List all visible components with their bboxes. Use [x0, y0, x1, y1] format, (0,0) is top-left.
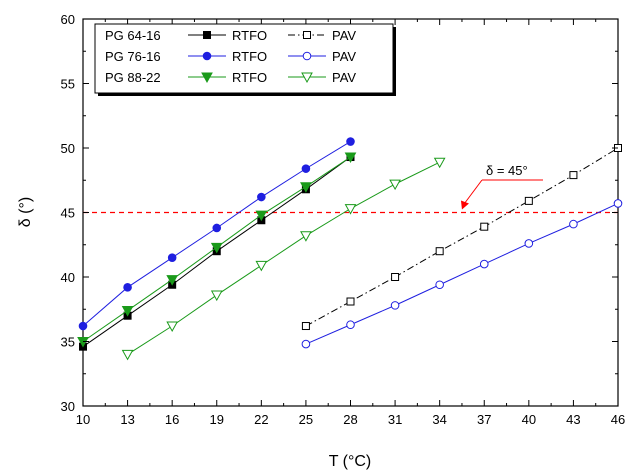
- x-tick-label: 13: [120, 412, 134, 427]
- series-pg88-22-rtfo: [77, 152, 357, 348]
- x-tick-label: 10: [76, 412, 90, 427]
- annotation: δ = 45°: [460, 163, 543, 210]
- data-point: [346, 297, 355, 306]
- legend-binder-label: PG 64-16: [105, 28, 161, 43]
- data-point: [390, 301, 400, 310]
- x-tick-label: 19: [210, 412, 224, 427]
- data-point: [346, 320, 355, 330]
- data-point: [435, 280, 444, 290]
- x-tick-label: 28: [343, 412, 357, 427]
- series-line: [127, 161, 440, 355]
- data-point: [167, 253, 177, 262]
- x-tick-label: 37: [477, 412, 491, 427]
- data-point: [346, 137, 355, 146]
- data-point: [203, 31, 211, 39]
- legend-row: PG 88-22 RTFO PAV: [105, 70, 356, 85]
- data-point: [166, 275, 179, 286]
- x-tick-label: 46: [611, 412, 625, 427]
- data-point: [389, 179, 401, 191]
- data-point: [301, 339, 311, 349]
- data-point: [301, 322, 310, 331]
- x-tick-label: 25: [299, 412, 313, 427]
- legend-pav-label: PAV: [332, 70, 356, 85]
- data-point: [435, 247, 444, 256]
- legend-box: [94, 23, 394, 94]
- series-pg88-22-pav: [121, 157, 446, 361]
- data-point: [303, 31, 311, 39]
- data-point: [166, 321, 179, 333]
- legend-rtfo-label: RTFO: [232, 49, 267, 64]
- data-point: [210, 242, 223, 254]
- legend-rtfo-label: RTFO: [232, 28, 267, 43]
- axes: 10 13 16 19 22 25 28 31 34 37 40 43 46 30 35 40 45 50 55 60: [61, 12, 626, 427]
- annotation-label: δ = 45°: [486, 163, 528, 178]
- data-point: [391, 273, 400, 281]
- data-point: [480, 222, 489, 231]
- annotation-leader: [462, 179, 483, 206]
- data-point: [302, 51, 312, 61]
- legend-rtfo-label: RTFO: [232, 70, 267, 85]
- data-point: [121, 306, 134, 317]
- x-tick-label: 40: [522, 412, 536, 427]
- legend-binder-label: PG 76-16: [105, 49, 161, 64]
- y-tick-label: 45: [61, 206, 75, 221]
- legend-row: PG 76-16 RTFO PAV: [105, 49, 356, 64]
- data-point: [301, 164, 311, 173]
- data-point: [202, 51, 212, 61]
- data-point: [121, 349, 134, 361]
- legend-pav-label: PAV: [332, 28, 356, 43]
- series-layer: [77, 137, 623, 361]
- x-tick-label: 22: [254, 412, 268, 427]
- data-point: [569, 171, 578, 180]
- data-point: [201, 72, 213, 84]
- y-tick-label: 40: [61, 270, 75, 285]
- data-point: [300, 182, 312, 193]
- data-point: [344, 204, 357, 215]
- series-pg64-16-pav: [301, 144, 622, 331]
- x-axis-title: T (°C): [329, 453, 372, 470]
- arrow-head-icon: [460, 200, 469, 210]
- y-tick-label: 55: [61, 77, 75, 92]
- x-tick-label: 43: [566, 412, 580, 427]
- data-point: [255, 260, 268, 272]
- series-line: [305, 203, 619, 345]
- legend-row: PG 64-16 RTFO PAV: [105, 28, 356, 43]
- legend-binder-label: PG 88-22: [105, 70, 161, 85]
- legend-pav-label: PAV: [332, 49, 356, 64]
- data-point: [524, 239, 534, 248]
- data-point: [210, 290, 223, 302]
- data-point: [78, 321, 88, 331]
- series-line: [305, 147, 619, 327]
- x-tick-label: 34: [432, 412, 446, 427]
- y-tick-label: 50: [61, 141, 75, 156]
- data-point: [433, 157, 446, 169]
- x-tick-label: 31: [388, 412, 402, 427]
- series-pg76-16-pav: [301, 199, 623, 349]
- legend: PG 64-16 RTFO PAV PG 76-16 RTFO PAV PG 88-22 RT…: [94, 23, 396, 96]
- data-point: [301, 72, 313, 84]
- data-point: [255, 210, 268, 222]
- y-axis-title: δ (°): [17, 197, 34, 227]
- data-point: [524, 196, 533, 205]
- x-tick-label: 16: [165, 412, 179, 427]
- data-point: [479, 259, 489, 269]
- data-point: [257, 192, 266, 202]
- series-pg76-16-rtfo: [78, 137, 355, 331]
- data-point: [212, 223, 222, 233]
- data-point: [344, 152, 357, 164]
- data-point: [569, 219, 578, 229]
- y-tick-label: 35: [61, 335, 75, 350]
- data-point: [300, 231, 312, 242]
- data-point: [613, 199, 623, 208]
- y-tick-label: 60: [61, 12, 75, 27]
- y-tick-label: 30: [61, 399, 75, 414]
- data-point: [123, 283, 132, 292]
